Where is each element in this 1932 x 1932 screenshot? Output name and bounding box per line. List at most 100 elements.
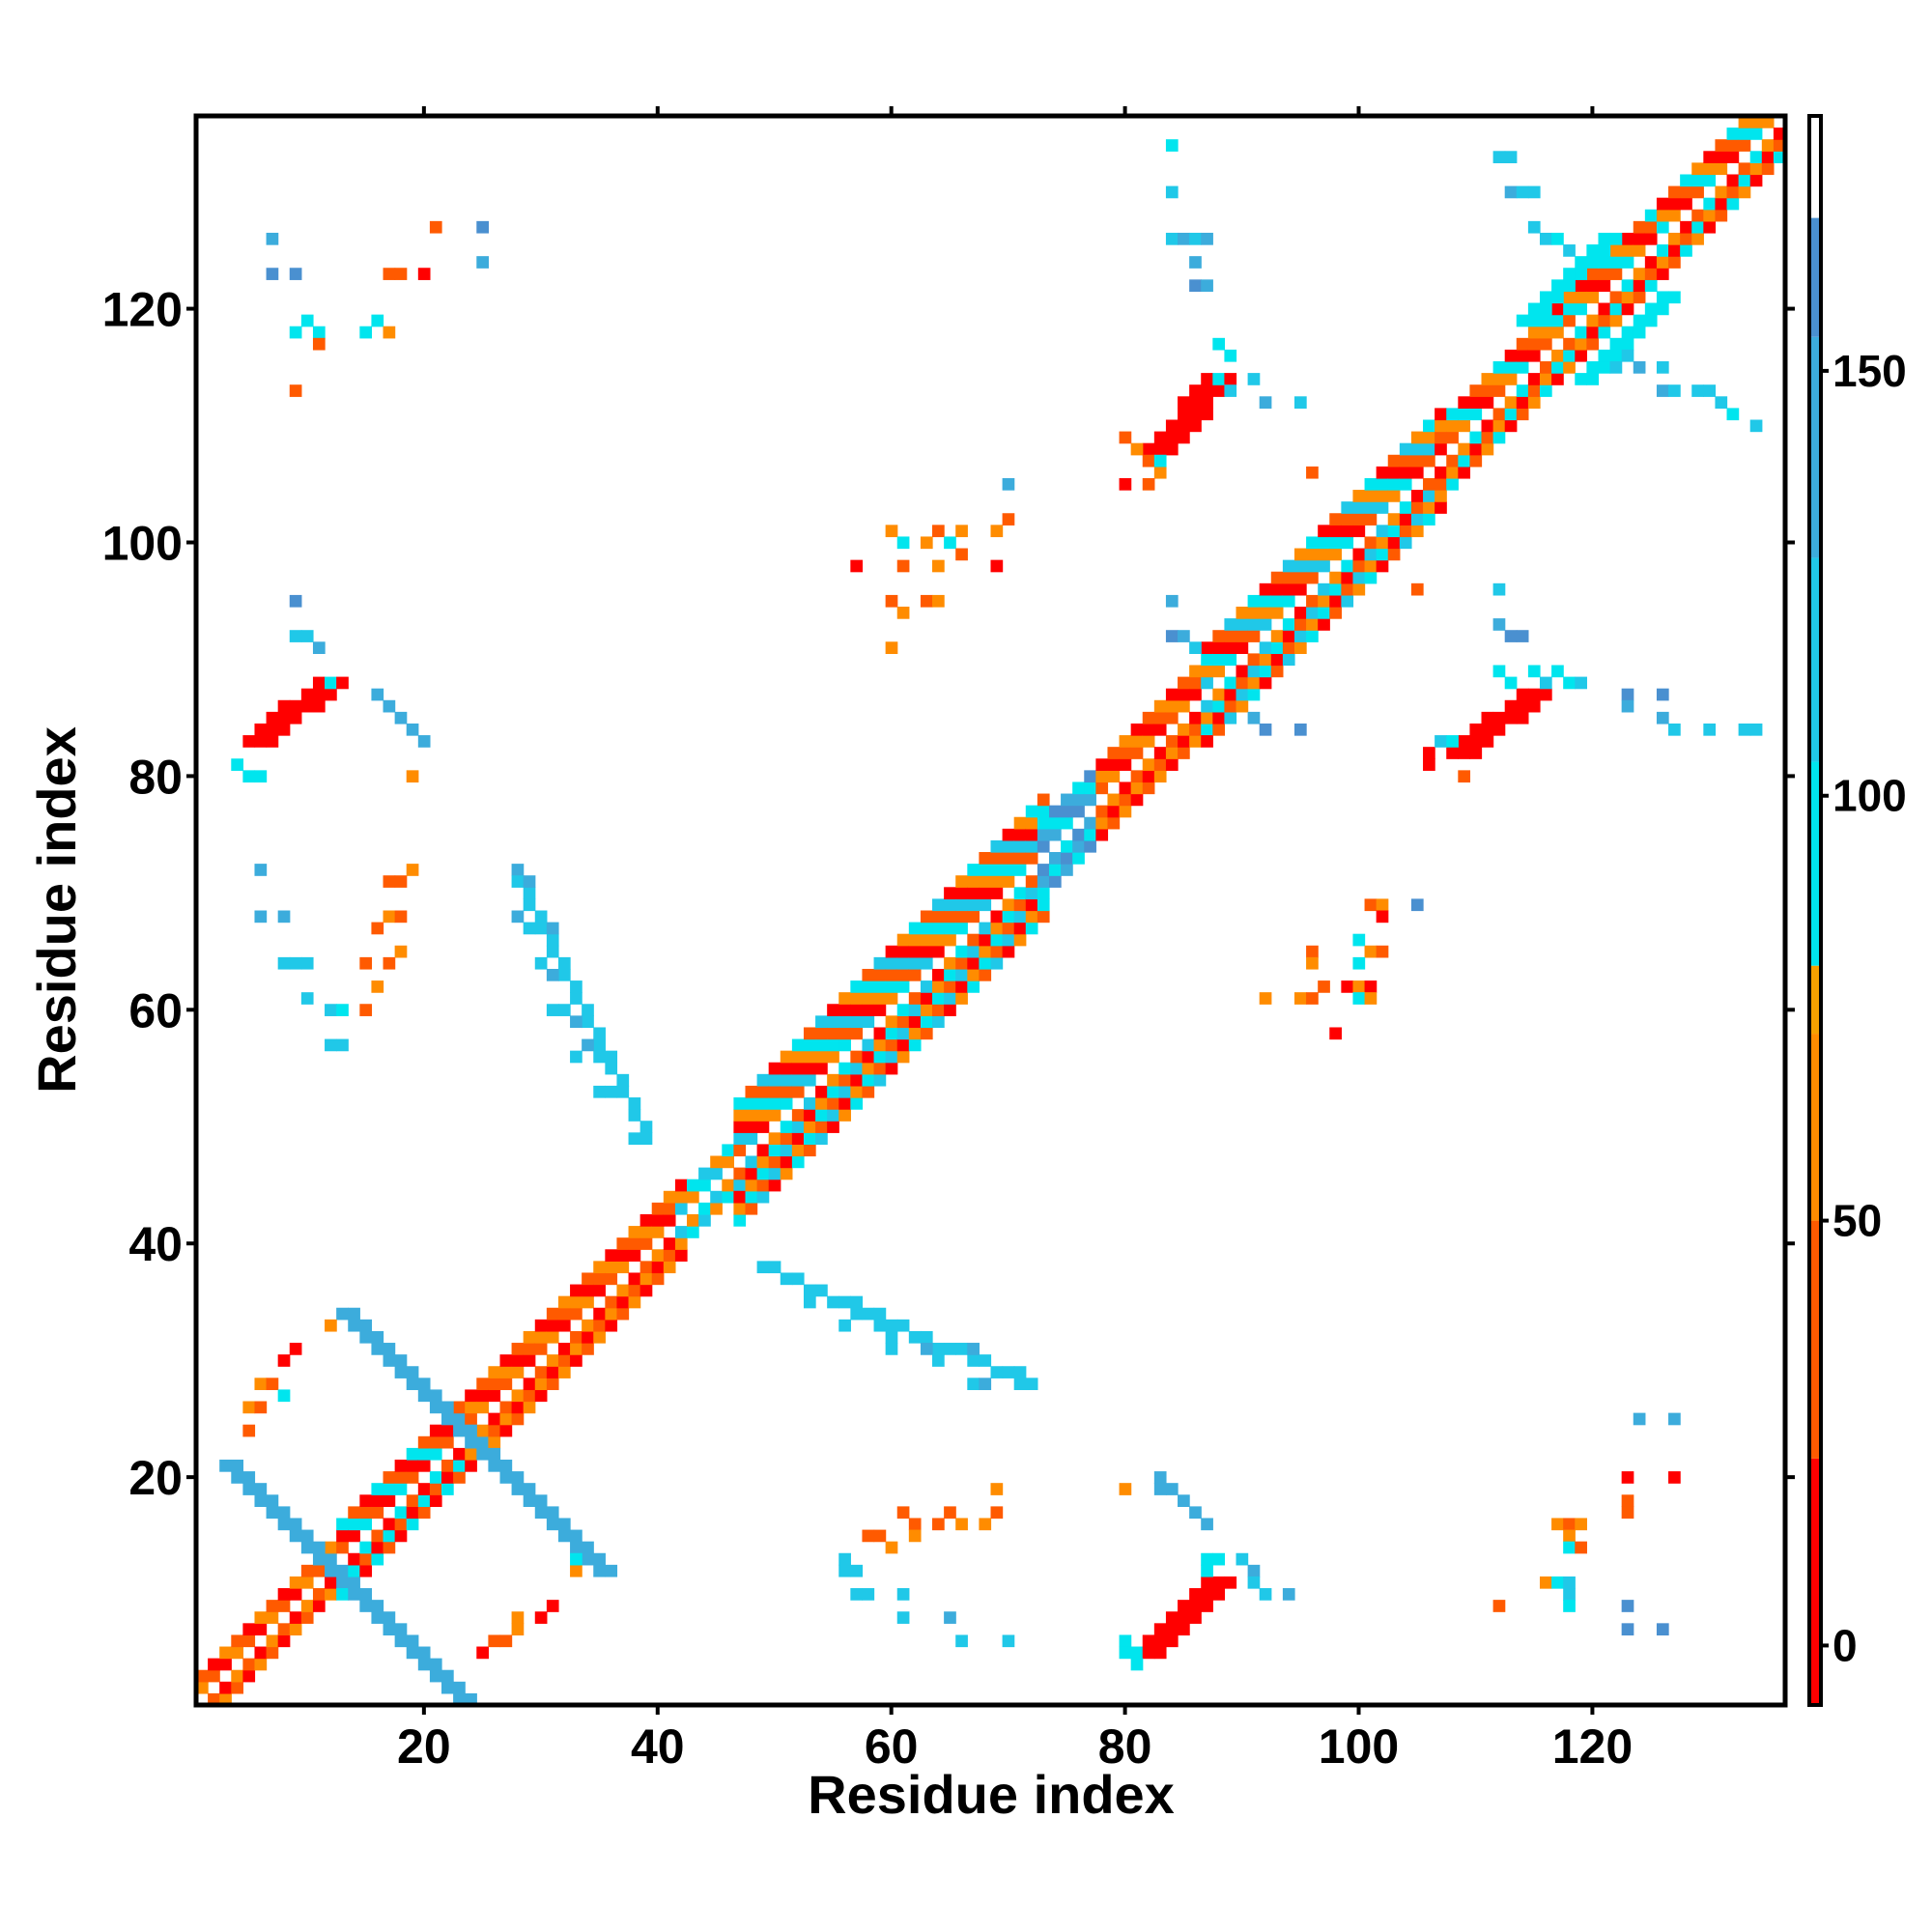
heatmap-cell [371,1541,384,1554]
heatmap-cell [1621,302,1634,316]
heatmap-cell [534,1343,548,1355]
heatmap-cell [920,992,933,1005]
heatmap-cell [1293,723,1307,736]
heatmap-cell [1469,735,1483,748]
heatmap-cell [231,1681,243,1694]
heatmap-cell [523,1494,536,1507]
heatmap-cell [1201,723,1213,736]
heatmap-cell [1142,770,1155,783]
heatmap-cell [908,933,922,947]
heatmap-cell [312,337,326,351]
heatmap-cell [979,933,992,947]
heatmap-cell [289,1518,302,1531]
heatmap-cell [546,922,559,935]
colorbar-tick-label: 100 [1833,771,1907,821]
heatmap-cell [1621,244,1634,257]
heatmap-cell [1189,408,1202,421]
heatmap-cell [1212,665,1226,678]
heatmap-cell [1633,361,1646,374]
heatmap-cell [266,1634,279,1648]
heatmap-cell [546,1319,559,1332]
heatmap-cell [838,1097,851,1110]
heatmap-cell [803,1038,816,1052]
heatmap-cell [570,1284,582,1297]
heatmap-cell [1680,185,1692,199]
heatmap-cell [932,980,945,993]
heatmap-cell [1153,699,1167,713]
heatmap-cell [932,945,945,958]
heatmap-cell [838,1319,851,1332]
heatmap-cell [359,1004,373,1016]
heatmap-cell [1142,442,1155,456]
heatmap-cell [1072,839,1085,853]
heatmap-cell [1551,279,1564,293]
heatmap-cell [1539,326,1552,339]
heatmap-cell [1586,326,1600,339]
heatmap-cell [417,735,431,748]
heatmap-cell [1492,665,1506,678]
heatmap-cell [582,1038,594,1052]
heatmap-cell [1165,688,1179,701]
heatmap-cell [1492,582,1506,596]
heatmap-cell [300,699,314,713]
heatmap-cell [1002,945,1015,958]
heatmap-cell [1703,384,1717,397]
heatmap-cell [277,1506,291,1520]
heatmap-cell [616,1073,630,1087]
heatmap-cell [1142,735,1155,748]
heatmap-cell [920,910,933,923]
heatmap-cell [242,770,256,783]
heatmap-cell [453,1447,466,1461]
heatmap-cell [1224,688,1237,701]
heatmap-cell [325,1541,337,1554]
heatmap-cell [1387,490,1401,502]
heatmap-cell [1761,116,1775,128]
heatmap-cell [476,1646,489,1660]
x-tick-label: 120 [1552,1719,1633,1774]
heatmap-cell [1224,676,1237,690]
heatmap-cell [417,1483,431,1495]
heatmap-cell [1212,1576,1226,1589]
heatmap-cell [873,1062,887,1075]
heatmap-cell [745,1179,758,1192]
heatmap-cell [254,1483,268,1495]
heatmap-cell [1376,501,1389,514]
heatmap-cell [815,1284,828,1297]
heatmap-cell [990,864,1004,876]
heatmap-cell [756,1073,770,1087]
heatmap-cell [359,1564,373,1577]
heatmap-cell [722,1190,734,1204]
heatmap-cell [1435,442,1447,456]
heatmap-cell [780,1062,793,1075]
heatmap-cell [1236,676,1249,690]
heatmap-cell [242,1424,256,1437]
heatmap-cell [1072,852,1085,865]
heatmap-cell [780,1121,793,1133]
heatmap-cell [1048,828,1062,841]
heatmap-cell [932,933,945,947]
heatmap-cell [1563,279,1576,293]
heatmap-cell [394,268,408,280]
heatmap-cell [955,956,968,970]
heatmap-cell [1084,816,1096,830]
heatmap-cell [219,1692,232,1706]
heatmap-cell [698,1213,711,1227]
heatmap-cell [1575,268,1587,280]
heatmap-cell [1586,268,1600,280]
heatmap-cell [628,1097,641,1110]
heatmap-cell [312,1588,326,1601]
heatmap-cell [1598,268,1611,280]
heatmap-cell [605,1249,618,1262]
heatmap-cell [1002,875,1015,888]
heatmap-cell [803,1121,816,1133]
heatmap-cell [394,1459,408,1472]
heatmap-cell [277,910,291,923]
heatmap-cell [1376,536,1389,550]
heatmap-cell [885,1027,898,1040]
heatmap-cell [1410,490,1424,502]
heatmap-cell [441,1401,454,1414]
heatmap-cell [593,1307,606,1321]
heatmap-cell [1668,256,1681,269]
heatmap-cell [325,676,337,690]
heatmap-cell [1399,477,1412,491]
